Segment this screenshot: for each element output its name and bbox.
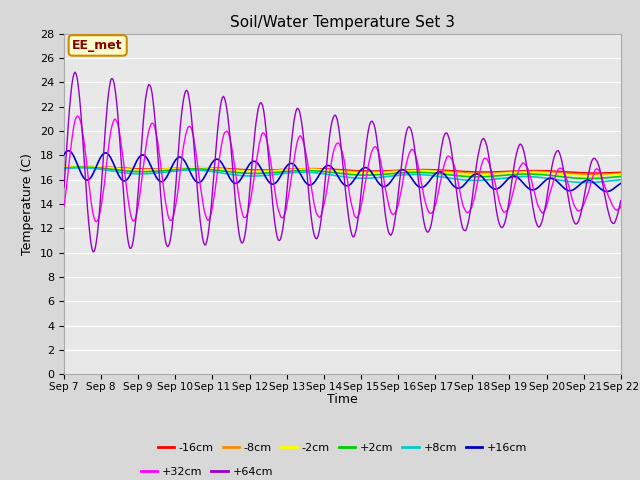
X-axis label: Time: Time [327,394,358,407]
Legend: +32cm, +64cm: +32cm, +64cm [136,462,277,480]
Text: EE_met: EE_met [72,39,123,52]
Y-axis label: Temperature (C): Temperature (C) [22,153,35,255]
Title: Soil/Water Temperature Set 3: Soil/Water Temperature Set 3 [230,15,455,30]
